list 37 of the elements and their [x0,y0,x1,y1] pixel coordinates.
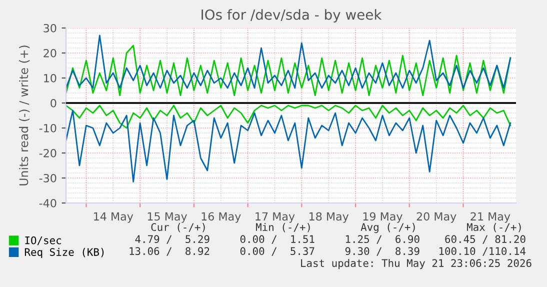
line-series [66,104,512,129]
y-axis-title: Units read (-) / write (+) [19,46,30,186]
x-tick-label: 20 May [416,212,456,223]
y-tick-label: -30 [39,174,56,182]
x-tick-label: 16 May [202,212,241,223]
text: 9.30 / 8.39 [345,247,420,256]
text: Avg (-/+) [360,222,415,234]
line-series [66,44,512,96]
line-series [66,34,512,89]
y-tick-label: -40 [39,198,56,208]
legend-label: IO/sec [25,236,61,246]
y-tick-label: -10 [39,124,56,132]
x-tick-label: 19 May [363,212,402,223]
chart-title: IOs for /dev/sda - by week [202,9,382,23]
text: 0.00 / 5.37 [240,247,314,256]
y-tick-label: 10 [44,74,56,82]
text: 1.25 / 6.90 [346,235,420,244]
legend-label: Req Size (KB) [24,248,104,258]
y-tick-label: -20 [39,148,56,158]
text: 0.00 / 1.51 [240,235,314,244]
x-tick-label: 21 May [470,212,510,223]
x-tick-label: 18 May [309,212,349,223]
y-tick-label: 30 [44,24,56,32]
y-tick-label: 20 [44,48,56,58]
x-tick-label: 15 May [148,212,187,223]
line-series [66,110,512,182]
text: Last update: Thu May 21 23:06:25 2026 [301,258,532,270]
text: 4.79 / 5.29 [135,235,210,244]
x-tick-label: 17 May [256,212,295,223]
y-tick-label: 0 [50,98,56,108]
text: Max (-/+) [466,223,521,232]
text: 13.06 / 8.92 [130,247,210,256]
text: 60.45 / 81.20 [445,235,526,244]
text: Min (-/+) [256,222,310,232]
text: Cur (-/+) [151,223,205,232]
x-tick-label: 14 May [94,212,134,223]
text: 100.10 /110.14 [439,247,526,256]
